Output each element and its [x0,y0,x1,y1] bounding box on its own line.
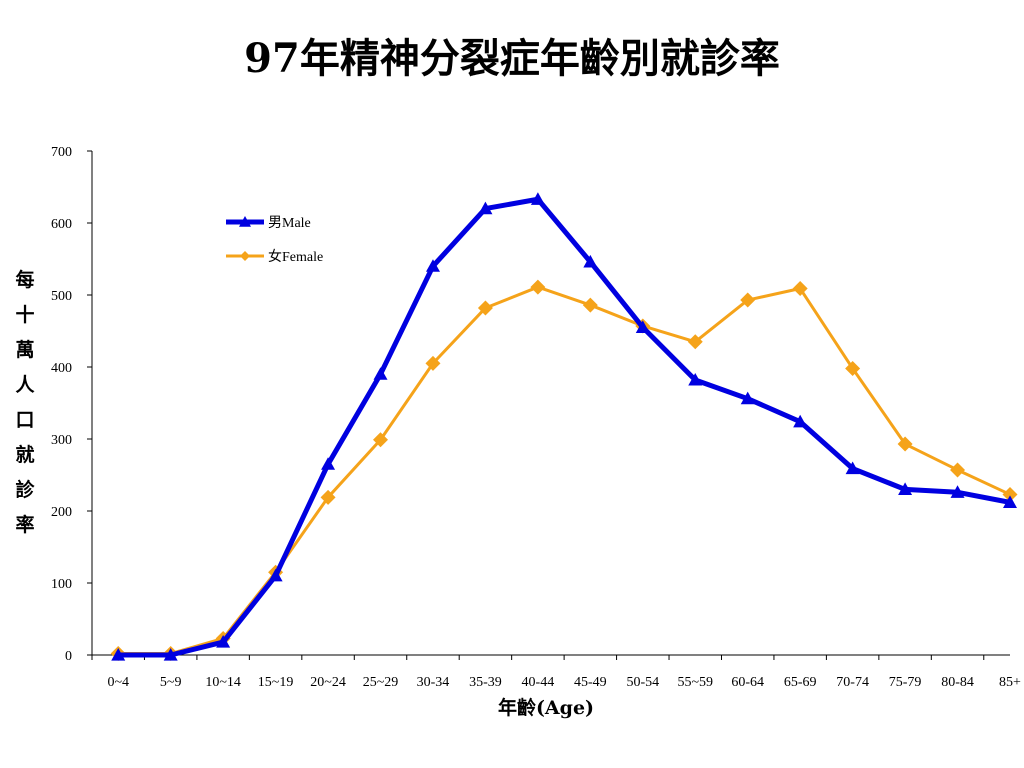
x-tick-label: 20~24 [310,675,346,690]
x-axis-title: 年齡(Age) [498,696,594,719]
y-tick-label: 100 [51,577,72,592]
x-tick-label: 85+ [999,675,1021,690]
data-point [740,391,755,405]
legend-swatch-marker [240,251,250,261]
y-axis-title-char: 率 [15,513,34,536]
data-point [163,648,178,661]
x-tick-label: 30-34 [417,675,450,690]
series-layer [110,192,1018,662]
legend: 男Male 女Female [226,216,323,265]
series-line [118,196,1011,658]
y-tick-label: 600 [51,217,72,232]
y-tick-label: 500 [51,289,72,304]
data-point [478,201,493,215]
data-point [111,648,126,661]
data-point [1002,486,1018,502]
chart-title: 97年精神分裂症年齡別就診率 [244,35,780,82]
data-point [373,367,388,380]
x-tick-label: 55~59 [677,675,713,690]
y-axis-title-char: 人 [15,374,35,396]
y-axis-title-char: 每 [15,268,34,291]
y-axis-title-char: 口 [15,409,34,431]
x-tick-label: 15~19 [258,675,294,690]
x-tick-label: 35-39 [469,675,502,690]
data-point [530,279,546,295]
axes [87,150,1010,660]
data-point [898,482,913,495]
data-point [477,300,493,316]
x-tick-label: 25~29 [363,675,399,690]
data-point [320,489,336,505]
x-tick-label: 80-84 [941,675,974,690]
data-point [688,372,703,386]
y-tick-labels: 0 100 200 300 400 500 600 700 [51,145,72,664]
y-axis-title-char: 萬 [15,339,34,361]
data-point [582,297,598,313]
x-tick-label: 50-54 [626,675,659,690]
legend-label: 男Male [268,216,311,231]
series-line [118,285,1011,656]
y-tick-label: 300 [51,433,72,448]
legend-swatch-marker [239,216,251,227]
y-axis-title-char: 十 [15,303,34,326]
x-tick-label: 40-44 [522,675,555,690]
y-tick-label: 700 [51,145,72,160]
data-point [1003,495,1017,508]
data-point [687,334,703,350]
series-female [110,279,1018,662]
y-tick-label: 0 [65,649,72,664]
x-tick-label: 75-79 [889,675,922,690]
x-tick-label: 5~9 [160,675,182,690]
legend-label: 女Female [268,248,323,265]
x-tick-label: 10~14 [205,675,241,690]
data-point [635,320,650,333]
x-tick-labels: 0~4 5~9 10~14 15~19 20~24 25~29 30-34 35-39 40-4… [107,675,1021,690]
data-point [792,281,808,297]
data-point [425,355,441,371]
data-point [845,461,860,475]
data-point [425,259,440,272]
data-point [530,192,545,205]
data-point [793,414,808,428]
x-tick-label: 60-64 [731,675,764,690]
data-point [950,485,965,498]
data-point [373,432,389,448]
data-point [897,436,913,452]
data-point [583,254,598,268]
data-point [268,568,283,582]
y-tick-label: 200 [51,505,72,520]
data-point [216,635,231,648]
y-axis-title-char: 就 [15,443,34,466]
x-tick-label: 70-74 [836,675,869,690]
data-point [845,360,861,376]
data-point [740,292,756,308]
y-tick-label: 400 [51,361,72,376]
data-point [950,462,966,478]
data-point [321,457,336,470]
x-tick-label: 45-49 [574,675,607,690]
x-tick-label: 65-69 [784,675,817,690]
x-tick-label: 0~4 [107,675,129,690]
series-male [111,192,1017,661]
y-axis-title-char: 診 [15,478,35,501]
